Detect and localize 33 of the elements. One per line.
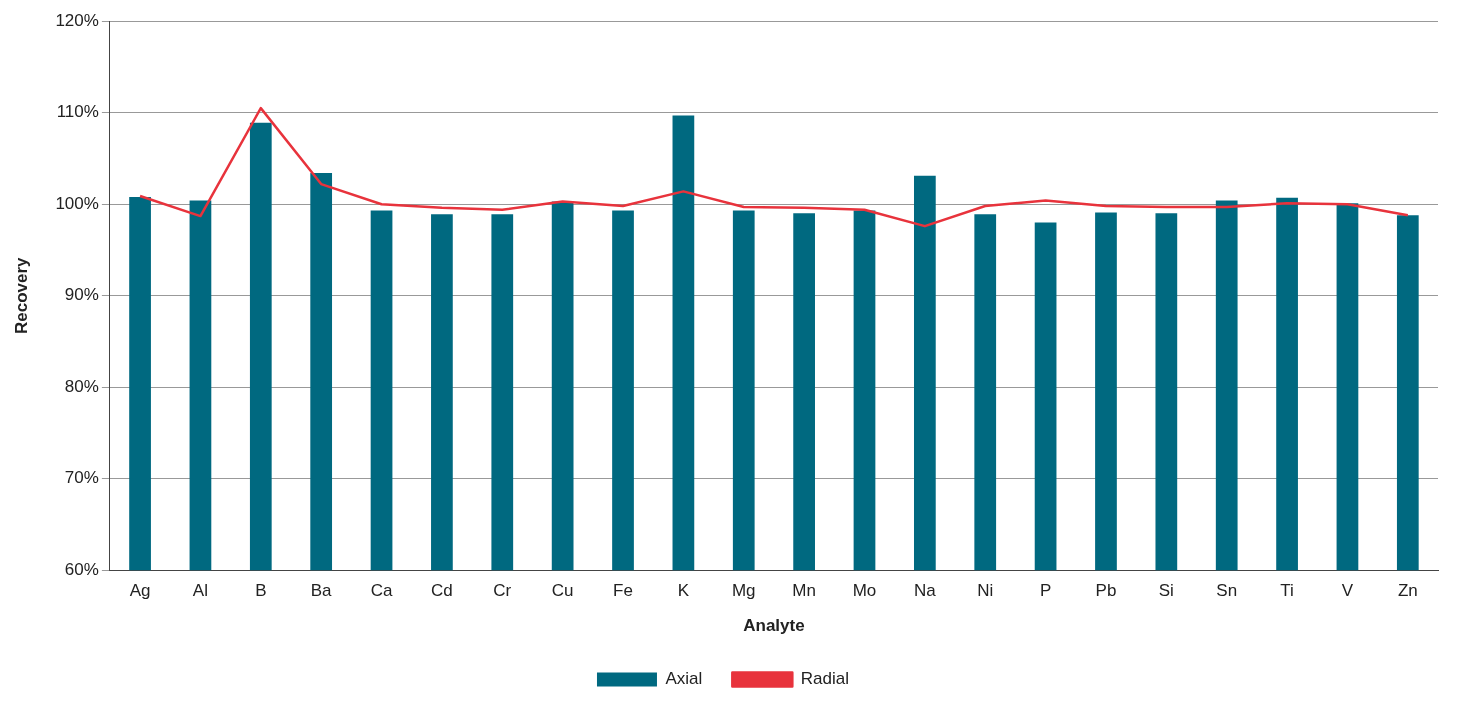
x-tick-label: Ag xyxy=(129,581,151,601)
y-tick-label: 100% xyxy=(55,193,99,213)
legend-label: Axial xyxy=(665,669,703,689)
x-tick-label: Al xyxy=(192,581,208,601)
x-tick-label: Ti xyxy=(1280,581,1294,601)
x-tick-label: P xyxy=(1039,581,1052,601)
x-tick-label: Si xyxy=(1158,581,1174,601)
x-tick-label: Ba xyxy=(310,581,333,601)
legend-label: Radial xyxy=(800,669,850,689)
y-tick-label: 80% xyxy=(64,376,99,396)
y-tick-label: 60% xyxy=(64,559,99,579)
x-tick-label: Zn xyxy=(1397,581,1418,601)
x-tick-label: Mo xyxy=(852,581,877,601)
x-tick-label: Mg xyxy=(731,581,756,601)
x-tick-label: Cd xyxy=(431,581,453,601)
x-axis-title: Analyte xyxy=(743,616,805,636)
y-axis-title: Recovery xyxy=(11,256,31,334)
x-tick-label: Cr xyxy=(493,581,512,601)
x-tick-label: Ni xyxy=(977,581,994,601)
y-tick-label: 120% xyxy=(55,10,99,30)
x-tick-label: Na xyxy=(914,581,937,601)
x-tick-label: Ca xyxy=(370,581,393,601)
x-tick-label: K xyxy=(677,581,690,601)
x-tick-label: Fe xyxy=(613,581,633,601)
y-tick-label: 90% xyxy=(64,285,99,305)
y-tick-label: 110% xyxy=(56,102,99,122)
x-tick-label: Pb xyxy=(1095,581,1117,601)
x-tick-label: Mn xyxy=(792,581,816,601)
x-tick-label: Sn xyxy=(1216,581,1238,601)
y-tick-label: 70% xyxy=(64,468,99,488)
x-tick-label: Cu xyxy=(551,581,574,601)
x-tick-label: V xyxy=(1341,581,1354,601)
x-tick-label: B xyxy=(255,581,267,601)
